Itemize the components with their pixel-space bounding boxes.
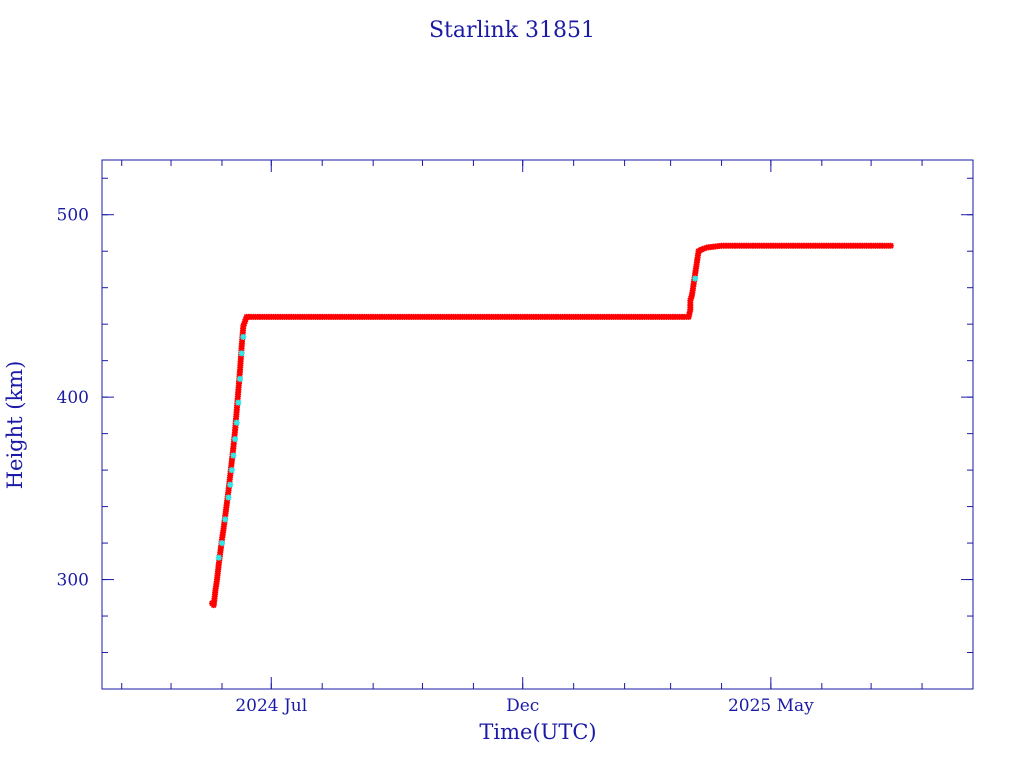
data-point <box>887 242 894 249</box>
data-point <box>241 318 248 325</box>
data-point-secondary <box>228 467 235 474</box>
x-tick-label: 2024 Jul <box>235 696 307 716</box>
data-point <box>701 245 708 252</box>
data-point <box>241 320 248 327</box>
data-point-secondary <box>225 494 232 501</box>
data-point-secondary <box>238 350 245 357</box>
data-point-secondary <box>227 481 234 488</box>
data-point-secondary <box>218 540 225 547</box>
y-axis-title: Height (km) <box>3 361 27 490</box>
data-point <box>240 322 247 329</box>
x-axis-title: Time(UTC) <box>479 720 596 744</box>
y-tick-label: 300 <box>57 571 89 591</box>
data-point-secondary <box>692 275 699 282</box>
data-point <box>698 246 705 253</box>
data-point-secondary <box>240 333 247 340</box>
data-point-secondary <box>232 436 239 443</box>
data-point-secondary <box>235 399 242 406</box>
data-point-secondary <box>237 375 244 382</box>
data-points <box>209 242 894 609</box>
series-line <box>211 245 891 607</box>
data-point-secondary <box>222 516 229 523</box>
chart-title: Starlink 31851 <box>429 18 595 43</box>
data-point-secondary <box>215 554 222 561</box>
data-point-secondary <box>233 419 240 426</box>
axis-ticks <box>102 160 973 689</box>
x-tick-label: Dec <box>506 696 539 716</box>
x-tick-label: 2025 May <box>728 696 814 716</box>
plot-frame <box>101 159 974 690</box>
y-tick-label: 400 <box>57 388 89 408</box>
data-point-secondary <box>230 452 237 459</box>
tick-labels: 2024 Jul Dec 2025 May 300 400 500 <box>57 206 815 716</box>
y-tick-label: 500 <box>57 206 89 226</box>
series-connector <box>211 245 891 607</box>
data-point <box>242 316 249 323</box>
